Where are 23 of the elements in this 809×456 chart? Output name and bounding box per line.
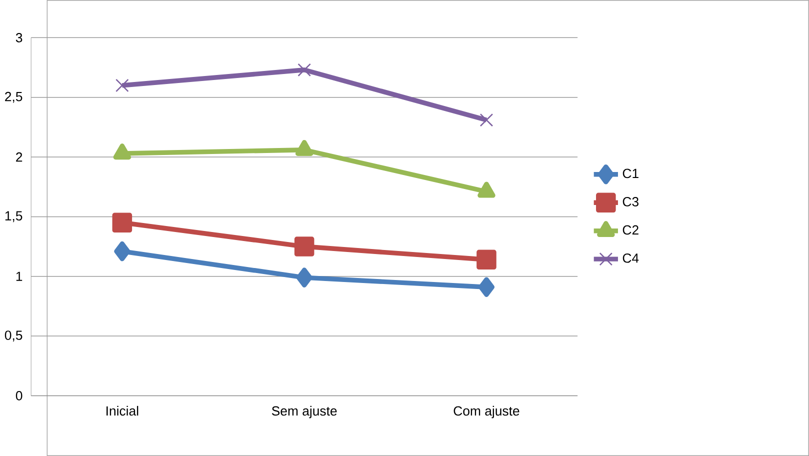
point [294,236,314,256]
y-tick-label: 0 [16,391,22,400]
y-tick-label: 1 [16,272,22,281]
legend-label: C2 [622,225,638,235]
point [476,250,496,270]
point [296,268,312,288]
y-tick-label: 1,5 [5,211,22,222]
point [298,63,311,77]
legend-label: C1 [622,168,638,178]
point [478,277,494,297]
y-tick-label: 0,5 [4,330,22,342]
legend-label: C3 [622,197,638,206]
x-tick-label: Sem ajuste [272,406,337,418]
x-tick-label: Com ajuste [454,406,520,418]
point [114,241,130,262]
y-tick-label: 3 [16,33,22,42]
x-tick-label: Inicial [106,406,138,416]
point [112,212,132,233]
point [480,113,494,127]
point [116,78,129,92]
y-tick-label: 2 [16,152,22,162]
legend-label: C4 [622,253,639,263]
y-tick-label: 2,5 [5,92,22,103]
